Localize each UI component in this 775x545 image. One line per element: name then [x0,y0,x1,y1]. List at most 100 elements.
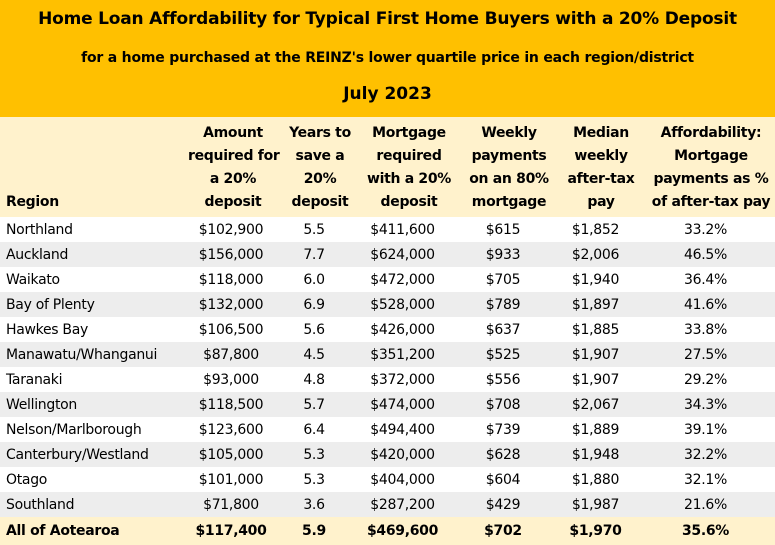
region-cell: Northland [0,217,188,242]
table-row: Hawkes Bay $106,500 5.6 $426,000 $637 $1,885 3… [0,317,775,342]
region-cell: Waikato [0,267,188,292]
column-header-line: Region [6,194,59,210]
affordability-cell: 39.1% [636,417,775,442]
affordability-table: Northland $102,900 5.5 $411,600 $615 $1,852 33… [0,217,775,545]
deposit-amount-cell: $132,000 [188,292,274,317]
column-header-line: weekly [574,148,628,164]
deposit-amount-cell: $93,000 [188,367,274,392]
column-header-line: Mortgage [372,125,446,141]
weekly-payments-cell: $702 [451,517,555,545]
column-header-line: payments as % [653,171,769,187]
years-to-save-cell: 6.9 [274,292,354,317]
mortgage-cell: $474,000 [354,392,451,417]
region-cell: Bay of Plenty [0,292,188,317]
weekly-payments-cell: $615 [451,217,555,242]
column-header-line: Years to [289,125,351,141]
region-cell: Auckland [0,242,188,267]
region-cell: Hawkes Bay [0,317,188,342]
mortgage-cell: $420,000 [354,442,451,467]
affordability-cell: 33.8% [636,317,775,342]
median-pay-cell: $1,948 [555,442,636,467]
affordability-cell: 34.3% [636,392,775,417]
median-pay-cell: $1,987 [555,492,636,517]
weekly-payments-cell: $789 [451,292,555,317]
weekly-payments-cell: $556 [451,367,555,392]
region-cell: Manawatu/Whanganui [0,342,188,367]
median-pay-cell: $1,940 [555,267,636,292]
region-cell: Nelson/Marlborough [0,417,188,442]
column-header-line: after-tax [567,171,635,187]
years-to-save-cell: 4.8 [274,367,354,392]
column-header-line: payments [471,148,547,164]
affordability-cell: 33.2% [636,217,775,242]
weekly-payments-cell: $628 [451,442,555,467]
years-to-save-cell: 5.6 [274,317,354,342]
median-pay-cell: $1,852 [555,217,636,242]
affordability-cell: 21.6% [636,492,775,517]
column-header-line: required [376,148,442,164]
region-cell: Wellington [0,392,188,417]
column-header-line: deposit [380,194,438,210]
median-pay-cell: $1,880 [555,467,636,492]
table-row: Auckland $156,000 7.7 $624,000 $933 $2,006 46.… [0,242,775,267]
years-to-save-cell: 5.3 [274,442,354,467]
median-pay-cell: $1,885 [555,317,636,342]
affordability-cell: 29.2% [636,367,775,392]
weekly-payments-cell: $933 [451,242,555,267]
column-header-line: Amount [203,125,263,141]
column-header-line: of after-tax pay [651,194,771,210]
report-date: July 2023 [343,84,432,104]
column-header-years-to-save: Years to save a 20% deposit [280,122,360,214]
mortgage-cell: $404,000 [354,467,451,492]
affordability-cell: 46.5% [636,242,775,267]
column-header-mortgage: Mortgage required with a 20% deposit [359,122,459,214]
deposit-amount-cell: $106,500 [188,317,274,342]
median-pay-cell: $2,006 [555,242,636,267]
page-subtitle: for a home purchased at the REINZ's lowe… [81,50,694,66]
column-header-line: Affordability: [660,125,762,141]
column-header-line: mortgage [471,194,547,210]
region-cell: Otago [0,467,188,492]
years-to-save-cell: 4.5 [274,342,354,367]
years-to-save-cell: 5.5 [274,217,354,242]
column-header-line: pay [587,194,615,210]
weekly-payments-cell: $604 [451,467,555,492]
column-header-line: on an 80% [469,171,549,187]
affordability-cell: 35.6% [636,517,775,545]
mortgage-cell: $528,000 [354,292,451,317]
column-header-line: deposit [204,194,262,210]
deposit-amount-cell: $102,900 [188,217,274,242]
region-cell: Southland [0,492,188,517]
column-header-median-pay: Median weekly after-tax pay [559,122,643,214]
column-header-line: required for [188,148,280,164]
region-cell: Canterbury/Westland [0,442,188,467]
column-header-line: save a [295,148,345,164]
median-pay-cell: $1,907 [555,367,636,392]
table-row: Bay of Plenty $132,000 6.9 $528,000 $789 $1,8… [0,292,775,317]
deposit-amount-cell: $117,400 [188,517,274,545]
table-row: Nelson/Marlborough $123,600 6.4 $494,400 $73… [0,417,775,442]
total-row: All of Aotearoa $117,400 5.9 $469,600 $702 $1… [0,517,775,545]
table-row: Waikato $118,000 6.0 $472,000 $705 $1,940 36.4… [0,267,775,292]
column-header-weekly-payments: Weekly payments on an 80% mortgage [457,122,561,214]
weekly-payments-cell: $708 [451,392,555,417]
column-header-line: with a 20% [366,171,452,187]
years-to-save-cell: 3.6 [274,492,354,517]
column-header-row: Region Amount required for a 20% deposit Year… [0,117,775,217]
median-pay-cell: $1,907 [555,342,636,367]
title-banner: Home Loan Affordability for Typical Firs… [0,0,775,117]
column-header-line: 20% [303,171,337,187]
table-row: Northland $102,900 5.5 $411,600 $615 $1,852 33… [0,217,775,242]
column-header-affordability: Affordability: Mortgage payments as % of af… [641,122,775,214]
mortgage-cell: $372,000 [354,367,451,392]
deposit-amount-cell: $87,800 [188,342,274,367]
column-header-region: Region [6,191,59,214]
table-row: Southland $71,800 3.6 $287,200 $429 $1,987 21.… [0,492,775,517]
deposit-amount-cell: $118,000 [188,267,274,292]
deposit-amount-cell: $101,000 [188,467,274,492]
weekly-payments-cell: $429 [451,492,555,517]
column-header-line: Weekly [481,125,537,141]
region-cell: All of Aotearoa [0,517,188,545]
median-pay-cell: $2,067 [555,392,636,417]
mortgage-cell: $472,000 [354,267,451,292]
